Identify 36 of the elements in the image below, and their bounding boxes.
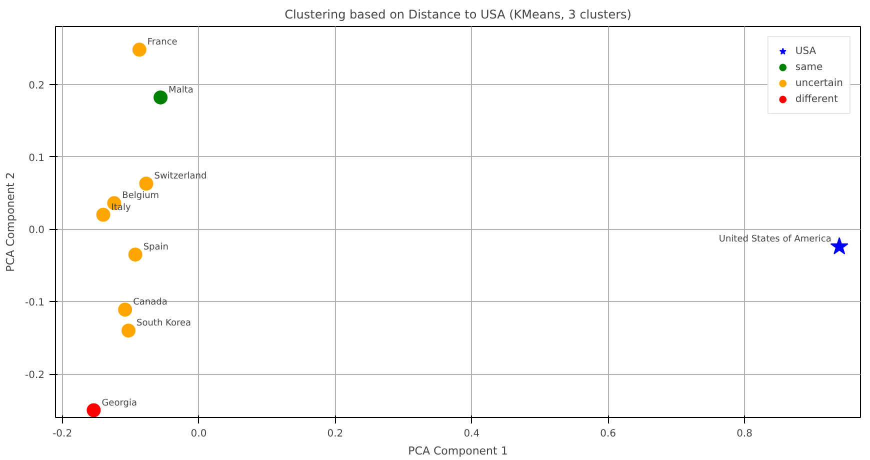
point [121,324,136,338]
annotation: Spain [143,242,168,253]
annotation: France [147,38,178,48]
legend-label: uncertain [795,78,843,88]
annotation: Belgium [122,191,160,202]
point [118,302,132,317]
x-tick-label: 0.0 [190,428,207,440]
annotation: Malta [168,85,194,96]
x-tick-label: 0.4 [464,428,480,440]
chart-title: Clustering based on Distance to USA (KMeans, 3 clusters) [284,8,632,22]
annotation: Georgia [102,398,137,408]
legend-label: USA [795,46,816,56]
legend-label: different [795,94,838,104]
y-axis-title: PCA Component 2 [4,172,17,272]
y-tick-label: 0.2 [28,80,45,92]
point [154,90,168,104]
annotation: Canada [133,298,168,308]
point [86,403,101,418]
annotation: United States of America [718,234,832,245]
y-tick-label: 0.1 [28,152,45,164]
point [96,208,110,222]
x-axis-title: PCA Component 1 [408,444,508,458]
y-tick-label: -0.2 [24,370,45,382]
x-tick-label: 0.8 [736,428,752,440]
y-tick-label: 0.0 [28,225,45,236]
y-tick-label: -0.1 [24,298,45,309]
point [139,176,154,191]
annotation: South Korea [136,318,192,329]
point [830,237,848,254]
point [132,42,146,57]
point [128,248,142,262]
annotation: Switzerland [154,172,207,182]
x-tick-label: 0.6 [600,428,616,440]
x-tick-label: -0.2 [52,428,72,440]
legend-label: same [795,62,823,72]
x-tick-label: 0.2 [327,428,344,440]
